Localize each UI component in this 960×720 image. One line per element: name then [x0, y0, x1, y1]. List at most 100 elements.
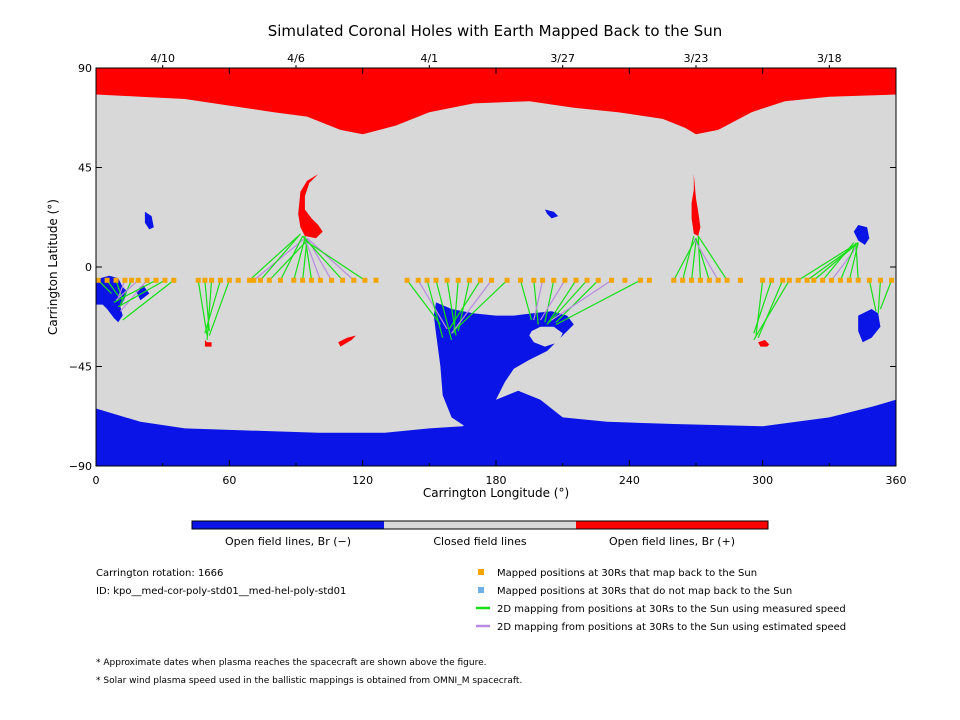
colorbar-frame: [191, 520, 769, 530]
mapped-point: [855, 277, 861, 283]
mapping-line: [753, 279, 790, 341]
mapping-line: [406, 279, 441, 325]
mapped-point: [266, 277, 272, 283]
mapped-point: [622, 277, 628, 283]
mapping-line: [119, 279, 148, 312]
mapping-line: [533, 280, 539, 325]
top-date-label: 4/10: [150, 52, 175, 65]
mapping-line: [448, 279, 481, 330]
y-tick-label: −90: [69, 460, 92, 473]
mapping-line: [268, 240, 308, 281]
mapping-line: [304, 239, 366, 281]
mapped-point: [540, 277, 546, 283]
mapped-point: [877, 277, 883, 283]
mapped-point: [96, 277, 101, 283]
mapping-line: [119, 280, 133, 305]
negative-coronal-hole: [144, 211, 154, 230]
legend-label: Mapped positions at 30Rs that do not map…: [497, 586, 792, 597]
chart-title: Simulated Coronal Holes with Earth Mappe…: [268, 22, 723, 40]
legend-marker: [478, 569, 484, 575]
mapped-point: [433, 277, 439, 283]
mapping-line: [697, 235, 728, 281]
mapped-point: [466, 277, 472, 283]
mapping-line: [682, 235, 695, 281]
north-polar-hole: [96, 68, 896, 135]
mapped-point: [780, 277, 786, 283]
mapped-point: [246, 277, 252, 283]
mapping-line: [279, 235, 304, 281]
mapped-point: [104, 277, 110, 283]
mapped-point: [455, 277, 461, 283]
top-date-label: 3/18: [817, 52, 842, 65]
mapped-point: [129, 277, 135, 283]
id-note: ID: kpo__med-cor-poly-std01__med-hel-pol…: [96, 586, 346, 597]
mapped-point: [195, 277, 201, 283]
field-regions: [96, 68, 896, 466]
closed-field-background: [96, 68, 896, 466]
mapped-point: [724, 277, 730, 283]
mapped-point: [689, 277, 695, 283]
mapped-point: [373, 277, 379, 283]
mapped-point: [202, 277, 208, 283]
colorbar: Open field lines, Br (−) Closed field li…: [191, 520, 769, 548]
x-tick-label: 120: [352, 474, 373, 487]
mapped-point: [760, 277, 766, 283]
plot-area: [96, 68, 896, 466]
negative-coronal-hole: [544, 209, 559, 219]
legend-marker: [478, 587, 484, 593]
y-axis-label: Carrington Latitude (°): [46, 199, 60, 335]
mapping-line: [259, 233, 301, 281]
mapping-line: [426, 280, 444, 338]
top-date-labels: 4/10 4/6 4/1 3/27 3/23 3/18: [150, 52, 842, 68]
mapping-line: [555, 279, 599, 323]
mapping-line: [417, 279, 448, 330]
footnote-dates: * Approximate dates when plasma reaches …: [96, 658, 487, 668]
legend-label: 2D mapping from positions at 30Rs to the…: [497, 622, 846, 633]
mapped-point: [209, 277, 215, 283]
mapping-line: [122, 279, 175, 321]
mapping-line: [813, 242, 859, 281]
mapped-point: [637, 277, 643, 283]
positive-coronal-hole: [298, 174, 323, 239]
mapped-point: [171, 277, 177, 283]
y-tick-label: 0: [85, 261, 92, 274]
mapped-point: [531, 277, 537, 283]
mapped-point: [291, 277, 297, 283]
mapping-line: [248, 235, 299, 281]
south-polar-hole: [96, 390, 896, 466]
y-tick-label: 45: [78, 162, 92, 175]
colorbar-negative: [192, 521, 384, 529]
mapped-point: [226, 277, 232, 283]
mapped-point: [697, 277, 703, 283]
colorbar-label-positive: Open field lines, Br (+): [609, 535, 735, 548]
top-date-label: 3/23: [684, 52, 709, 65]
x-tick-label: 60: [222, 474, 236, 487]
mapped-point: [362, 277, 368, 283]
mapped-point: [309, 277, 315, 283]
mapped-point: [706, 277, 712, 283]
top-date-label: 3/27: [550, 52, 575, 65]
mapped-point: [489, 277, 495, 283]
legend-label: 2D mapping from positions at 30Rs to the…: [497, 604, 846, 615]
mapping-line: [822, 242, 855, 281]
mapped-point: [504, 277, 510, 283]
mapped-point: [837, 277, 843, 283]
mapped-points: [96, 277, 895, 283]
mapping-line: [208, 280, 230, 336]
mapping-line: [533, 280, 544, 321]
mapping-line: [755, 280, 764, 336]
positive-coronal-hole: [758, 340, 770, 347]
mapped-point: [786, 277, 792, 283]
mapping-line: [106, 279, 119, 297]
mapping-line: [206, 280, 213, 341]
mapped-point: [444, 277, 450, 283]
x-tick-label: 360: [886, 474, 907, 487]
mapping-line: [546, 279, 577, 325]
mapping-line: [753, 280, 773, 334]
mapped-point: [609, 277, 615, 283]
mapping-line: [855, 244, 859, 281]
mapping-line: [831, 244, 859, 281]
mapped-point: [135, 277, 141, 283]
mapping-line: [293, 238, 306, 281]
negative-coronal-hole: [96, 275, 128, 323]
